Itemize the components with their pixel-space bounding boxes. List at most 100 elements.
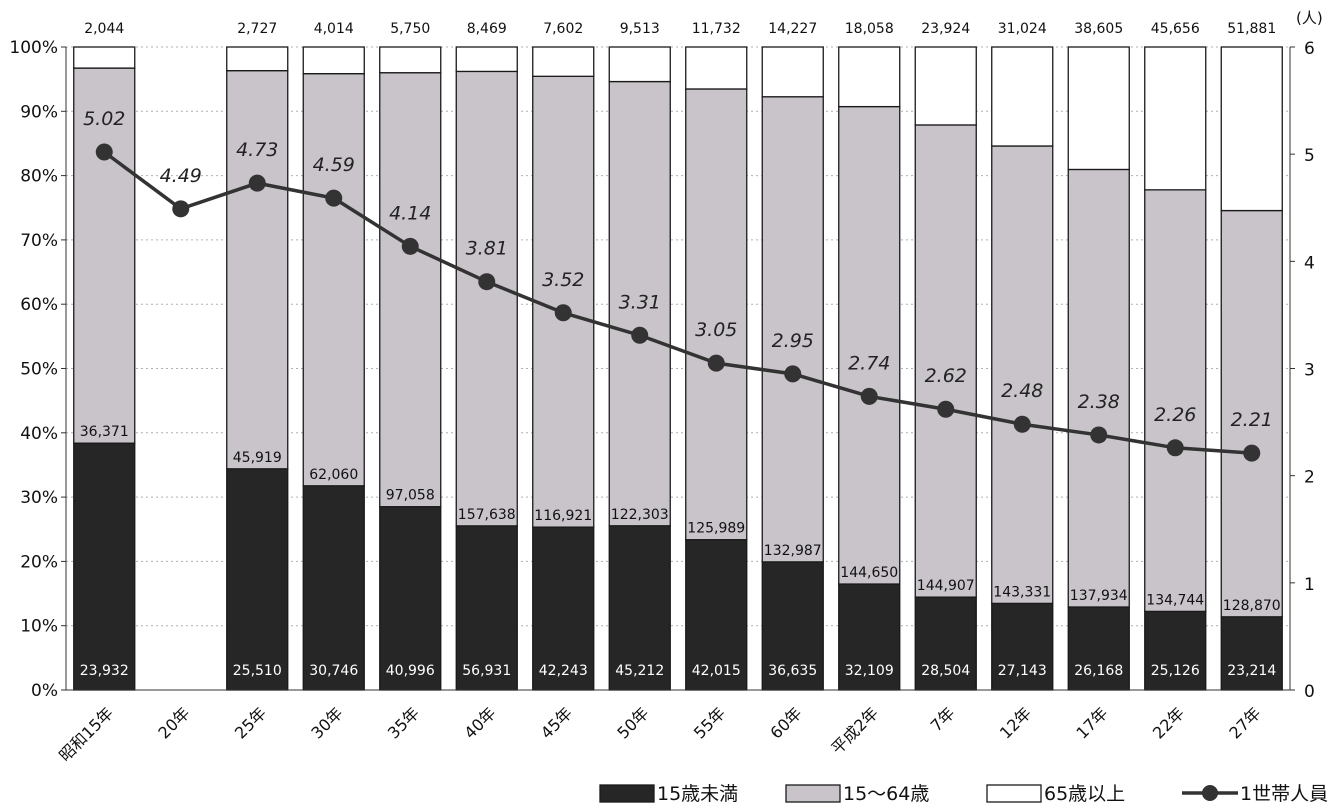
bar-label-15to64: 132,987 [764,543,822,559]
x-tick-label: 7年 [927,703,959,735]
household-size-label: 5.02 [83,108,125,130]
bar-label-15to64: 45,919 [233,450,282,466]
bar-label-under15: 25,126 [1151,663,1200,679]
bar-label-65plus: 23,924 [921,21,970,37]
bar-segment [532,46,595,77]
household-size-label: 2.38 [1078,391,1120,413]
bar-label-15to64: 144,907 [917,578,975,594]
bar-segment [761,46,824,98]
y-right-tick-label: 3 [1304,361,1315,381]
bar-label-15to64: 97,058 [386,488,435,504]
household-size-line [95,143,1261,462]
x-tick-label: 22年 [1149,703,1188,742]
bar-label-under15: 36,635 [768,663,817,679]
bar-label-under15: 27,143 [998,663,1047,679]
bar-label-under15: 42,015 [692,663,741,679]
y-left-tick-label: 10% [20,617,58,637]
bar-label-15to64: 125,989 [687,521,745,537]
household-size-point [1090,426,1108,444]
bar-segment [991,145,1054,605]
bar-label-15to64: 122,303 [611,507,669,523]
bar-segment [73,442,136,691]
bar-label-15to64: 143,331 [993,584,1051,600]
legend-label: 15歳未満 [657,783,738,805]
legend-label: 65歳以上 [1044,783,1125,805]
household-size-point [248,174,266,192]
bar-segment [226,46,289,72]
bar-segment [991,602,1054,691]
bar-segment [455,70,518,527]
legend: 15歳未満 15～64歳 65歳以上 1世帯人員 [599,783,1328,805]
bar-label-under15: 23,932 [80,663,129,679]
bar-label-15to64: 157,638 [458,507,516,523]
x-tick-label: 25年 [231,703,270,742]
y-left-tick-label: 40% [20,424,58,444]
household-size-point [1013,415,1031,433]
y-right-tick-label: 1 [1304,575,1315,595]
bar-segment [1144,46,1207,191]
household-size-label: 4.73 [236,139,278,161]
household-size-point [707,354,725,372]
household-size-label: 2.62 [925,365,967,387]
bar-segment [1144,610,1207,691]
bar-segment [1220,616,1283,691]
bar-label-under15: 25,510 [233,663,282,679]
x-tick-label: 50年 [613,703,652,742]
household-size-point [1166,439,1184,457]
bar-segment [685,46,748,90]
household-size-label: 2.74 [848,352,890,374]
bar-label-65plus: 51,881 [1227,21,1276,37]
bar-segment [761,96,824,563]
legend-label: 15～64歳 [843,783,929,805]
x-tick-label: 17年 [1072,703,1111,742]
y-left-tick-label: 100% [9,38,58,58]
bar-label-65plus: 14,227 [768,21,817,37]
household-size-label: 2.21 [1231,409,1273,431]
household-size-label: 3.81 [466,238,508,260]
bar-segment [302,73,365,487]
legend-label: 1世帯人員 [1240,783,1328,805]
bar-segment [302,46,365,75]
bar-label-under15: 23,214 [1227,663,1276,679]
legend-swatch [599,784,655,803]
bar-label-under15: 45,212 [615,663,664,679]
bar-segment [1144,189,1207,613]
bar-segment [1067,606,1130,691]
bar-label-15to64: 144,650 [840,565,898,581]
household-size-point [172,200,190,218]
y-right-tick-label: 5 [1304,146,1315,166]
bar-label-65plus: 4,014 [314,21,354,37]
x-tick-label: 20年 [154,703,193,742]
bar-label-under15: 28,504 [921,663,970,679]
household-size-line-path [103,150,1252,455]
x-tick-label: 平成2年 [827,703,882,758]
bar-segment [532,75,595,528]
bar-segment [73,67,136,444]
household-size-point [325,189,343,207]
household-size-label: 3.05 [695,319,737,341]
bar-segment [914,124,977,598]
x-tick-label: 55年 [690,703,729,742]
bar-label-under15: 26,168 [1074,663,1123,679]
x-tick-label: 45年 [537,703,576,742]
x-tick-label: 40年 [460,703,499,742]
bar-label-15to64: 62,060 [309,467,358,483]
household-size-point [631,326,649,344]
bar-segment [838,583,901,691]
bar-label-under15: 56,931 [462,663,511,679]
bar-segment [1220,46,1283,212]
bar-label-under15: 40,996 [386,663,435,679]
household-size-label: 3.31 [619,291,661,313]
bar-label-15to64: 134,744 [1146,592,1204,608]
household-size-label: 4.14 [389,202,431,224]
bar-label-65plus: 5,750 [390,21,430,37]
bar-label-65plus: 18,058 [845,21,894,37]
bar-segment [991,46,1054,147]
bar-label-15to64: 36,371 [80,424,129,440]
bar-label-under15: 30,746 [309,663,358,679]
bar-segment [379,46,442,74]
legend-swatch [986,784,1042,803]
bar-segment [73,46,136,69]
bar-segment [1067,168,1130,608]
household-size-label: 3.52 [542,269,584,291]
